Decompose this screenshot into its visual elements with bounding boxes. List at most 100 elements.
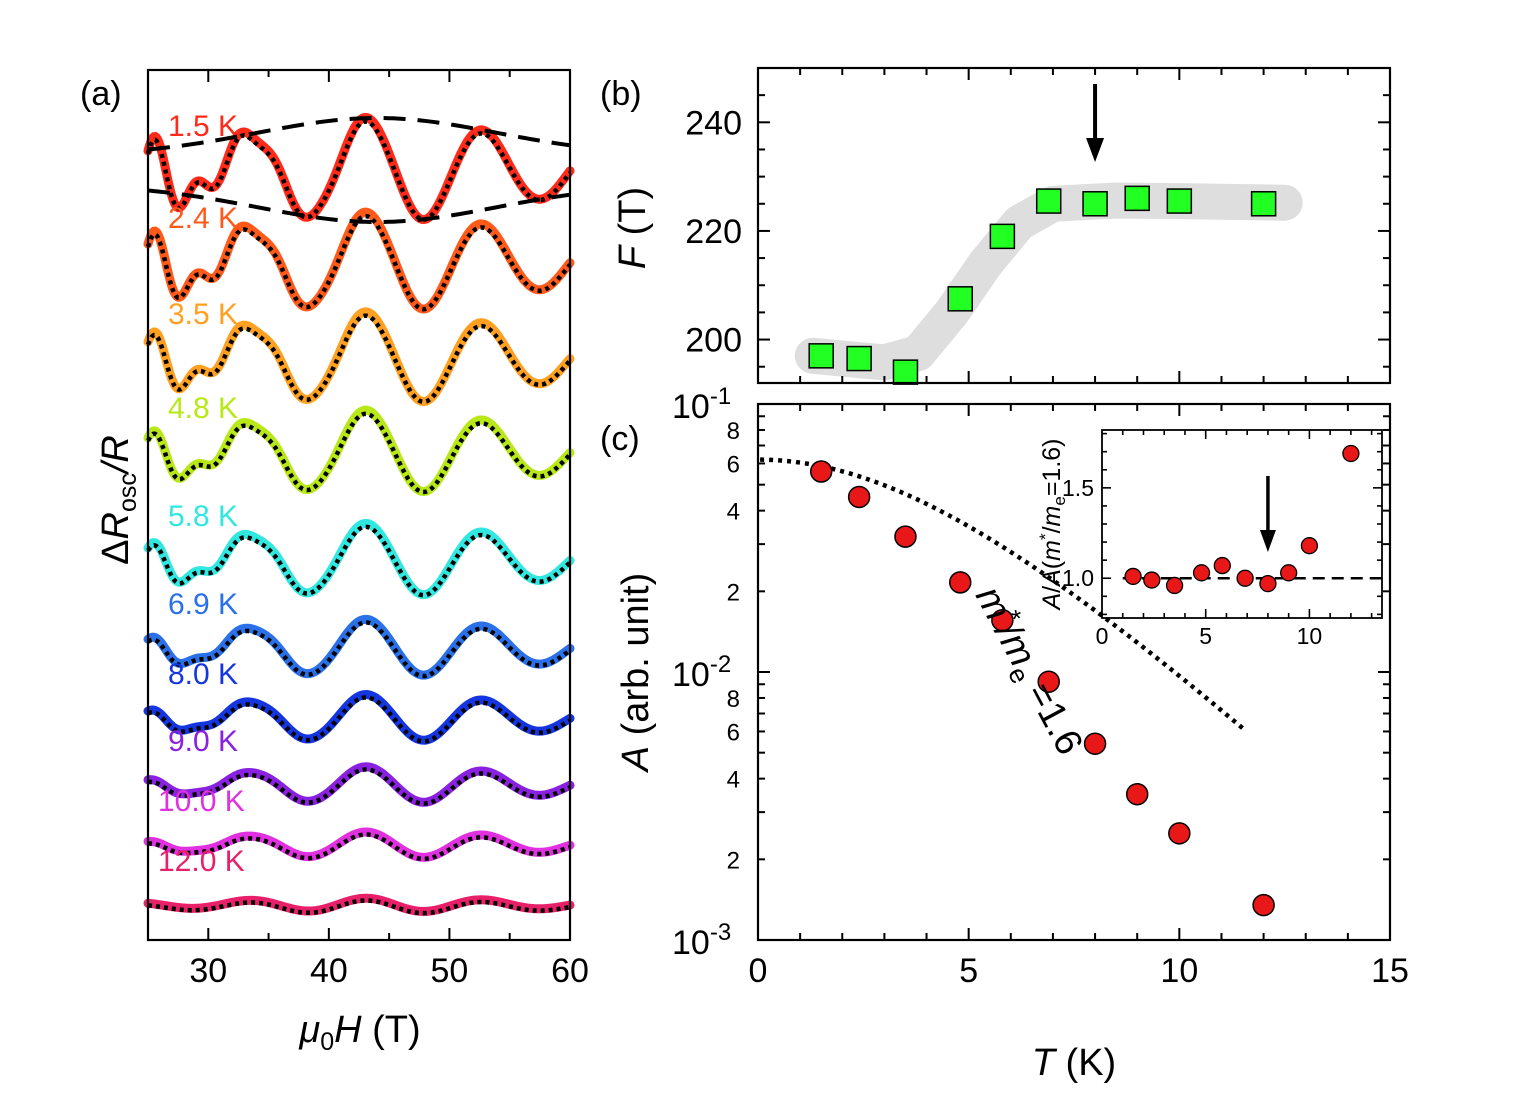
fit-9-0-K [147, 767, 571, 806]
frequency-point [1124, 185, 1150, 212]
y-tick-label: 220 [685, 213, 742, 251]
panel-a-trace-labels: 1.5 K2.4 K3.5 K4.8 K5.8 K6.9 K8.0 K9.0 K… [158, 110, 245, 878]
inset-x-tick-label: 0 [1096, 623, 1109, 649]
y-decade-label: 10-3 [672, 919, 731, 962]
panel-c-ticks: 10-1 10-2 10-3 8 6 4 2 8 6 4 2 0 5 10 15 [672, 383, 1409, 990]
trace-5-8-K [143, 518, 575, 600]
panel-c-fit-label: m*/me =1.6 [963, 577, 1095, 764]
frequency-point [846, 345, 872, 372]
x-tick-label: 15 [1371, 952, 1409, 990]
amplitude-point [809, 460, 833, 483]
trace-label: 6.9 K [168, 588, 238, 621]
panel-c: (c) 10-1 10-2 10-3 8 6 4 2 8 6 4 2 0 5 10 15 m*/me =1.… [600, 383, 1409, 1084]
fit-10-0-K [147, 832, 571, 862]
frequency-point [1082, 191, 1108, 217]
y-tick-label: 240 [685, 104, 742, 142]
panel-a-ylabel: ΔRosc/R [95, 435, 142, 565]
panel-c-ylabel: A (arb. unit) [615, 573, 657, 774]
panel-b: (b) 200 220 240 F (T) [600, 66, 1392, 385]
amplitude-point [847, 485, 871, 509]
panel-a-envelope [147, 115, 571, 225]
x-tick-label: 10 [1160, 952, 1198, 990]
x-tick-label: 5 [959, 952, 978, 990]
y-decade-label: 10-2 [672, 651, 731, 694]
amplitude-point [1168, 822, 1191, 845]
inset-point [1280, 564, 1298, 582]
trace-label: 8.0 K [168, 658, 238, 691]
inset-point [1300, 537, 1319, 555]
panel-b-frame [756, 66, 1392, 385]
panel-b-guide-band [794, 182, 1303, 381]
trace-12-0-K [143, 893, 575, 916]
x-tick-label: 50 [431, 952, 469, 990]
lk-fit-curve [760, 457, 1247, 732]
y-minor-label: 6 [727, 719, 740, 746]
frequency-point [1250, 191, 1277, 217]
y-minor-label: 8 [727, 418, 740, 445]
trace-label: 2.4 K [168, 202, 238, 235]
frequency-point [1166, 188, 1193, 214]
inset-point [1143, 571, 1161, 589]
y-minor-label: 4 [727, 767, 740, 794]
panel-b-label: (b) [600, 75, 642, 113]
x-tick-label: 40 [310, 952, 348, 990]
x-tick-label: 0 [749, 952, 768, 990]
amplitude-point [948, 571, 972, 594]
inset-x-tick-label: 10 [1297, 623, 1323, 649]
panel-a-frame [146, 68, 572, 942]
inset-point [1342, 444, 1360, 463]
panel-a-traces [143, 112, 575, 916]
panel-b-arrow [1086, 84, 1105, 162]
panel-a-xlabel: μ0H (T) [298, 1009, 420, 1056]
y-tick-label: 200 [685, 322, 742, 360]
panel-b-ticks: 200 220 240 [685, 67, 1390, 383]
envelope-upper [147, 115, 571, 152]
trace-label: 4.8 K [168, 392, 238, 425]
frequency-point [1035, 188, 1062, 214]
inset-points [1124, 444, 1360, 595]
inset-y-tick-label: 1.5 [1062, 475, 1094, 501]
y-minor-label: 6 [727, 451, 740, 478]
y-minor-label: 4 [727, 499, 740, 526]
amplitude-point [894, 525, 917, 548]
panel-b-points [808, 185, 1277, 385]
frequency-point [989, 223, 1016, 250]
panel-a: (a) 1.5 K2.4 K3.5 K4.8 K5.8 K6.9 K8.0 K9… [80, 68, 589, 1056]
inset-ticks: 0 5 10 1.0 1.5 [1062, 430, 1382, 649]
y-minor-label: 2 [727, 847, 740, 874]
amplitude-point [1125, 782, 1149, 806]
inset-ylabel: A/A(m*/me=1.6) [1036, 438, 1069, 611]
fit-1-5-K [145, 119, 572, 222]
trace-label: 3.5 K [168, 298, 238, 331]
guide-band [794, 182, 1303, 381]
trace-3-5-K [143, 307, 575, 407]
fit-8-0-K [147, 695, 572, 744]
envelope-lower [147, 188, 571, 225]
inset-frame [1101, 429, 1383, 619]
trace-label: 5.8 K [168, 500, 238, 533]
trace-label: 12.0 K [158, 845, 245, 878]
inset-point [1213, 556, 1231, 575]
inset-arrow [1259, 476, 1276, 552]
inset-point [1259, 575, 1277, 593]
inset-y-tick-label: 1.0 [1062, 565, 1094, 591]
y-decade-label: 10-1 [672, 383, 731, 426]
fit-4-8-K [146, 411, 572, 495]
panel-a-ticks: 30 40 50 60 [147, 70, 589, 990]
amplitude-point [1037, 670, 1060, 693]
fit-3-5-K [145, 313, 572, 405]
inset-arrow-head [1259, 530, 1276, 552]
panel-b-ylabel: F (T) [612, 187, 654, 269]
inset-x-tick-label: 5 [1199, 623, 1212, 649]
amplitude-point [1252, 893, 1275, 917]
amplitude-point [991, 608, 1014, 632]
frequency-point [947, 286, 973, 312]
y-minor-label: 8 [727, 686, 740, 713]
arrow-head [1086, 138, 1105, 162]
fit-2-4-K [145, 213, 572, 312]
panel-a-label: (a) [80, 75, 122, 113]
y-minor-label: 2 [727, 579, 740, 606]
inset-point [1192, 564, 1211, 582]
trace-label: 9.0 K [168, 725, 238, 758]
